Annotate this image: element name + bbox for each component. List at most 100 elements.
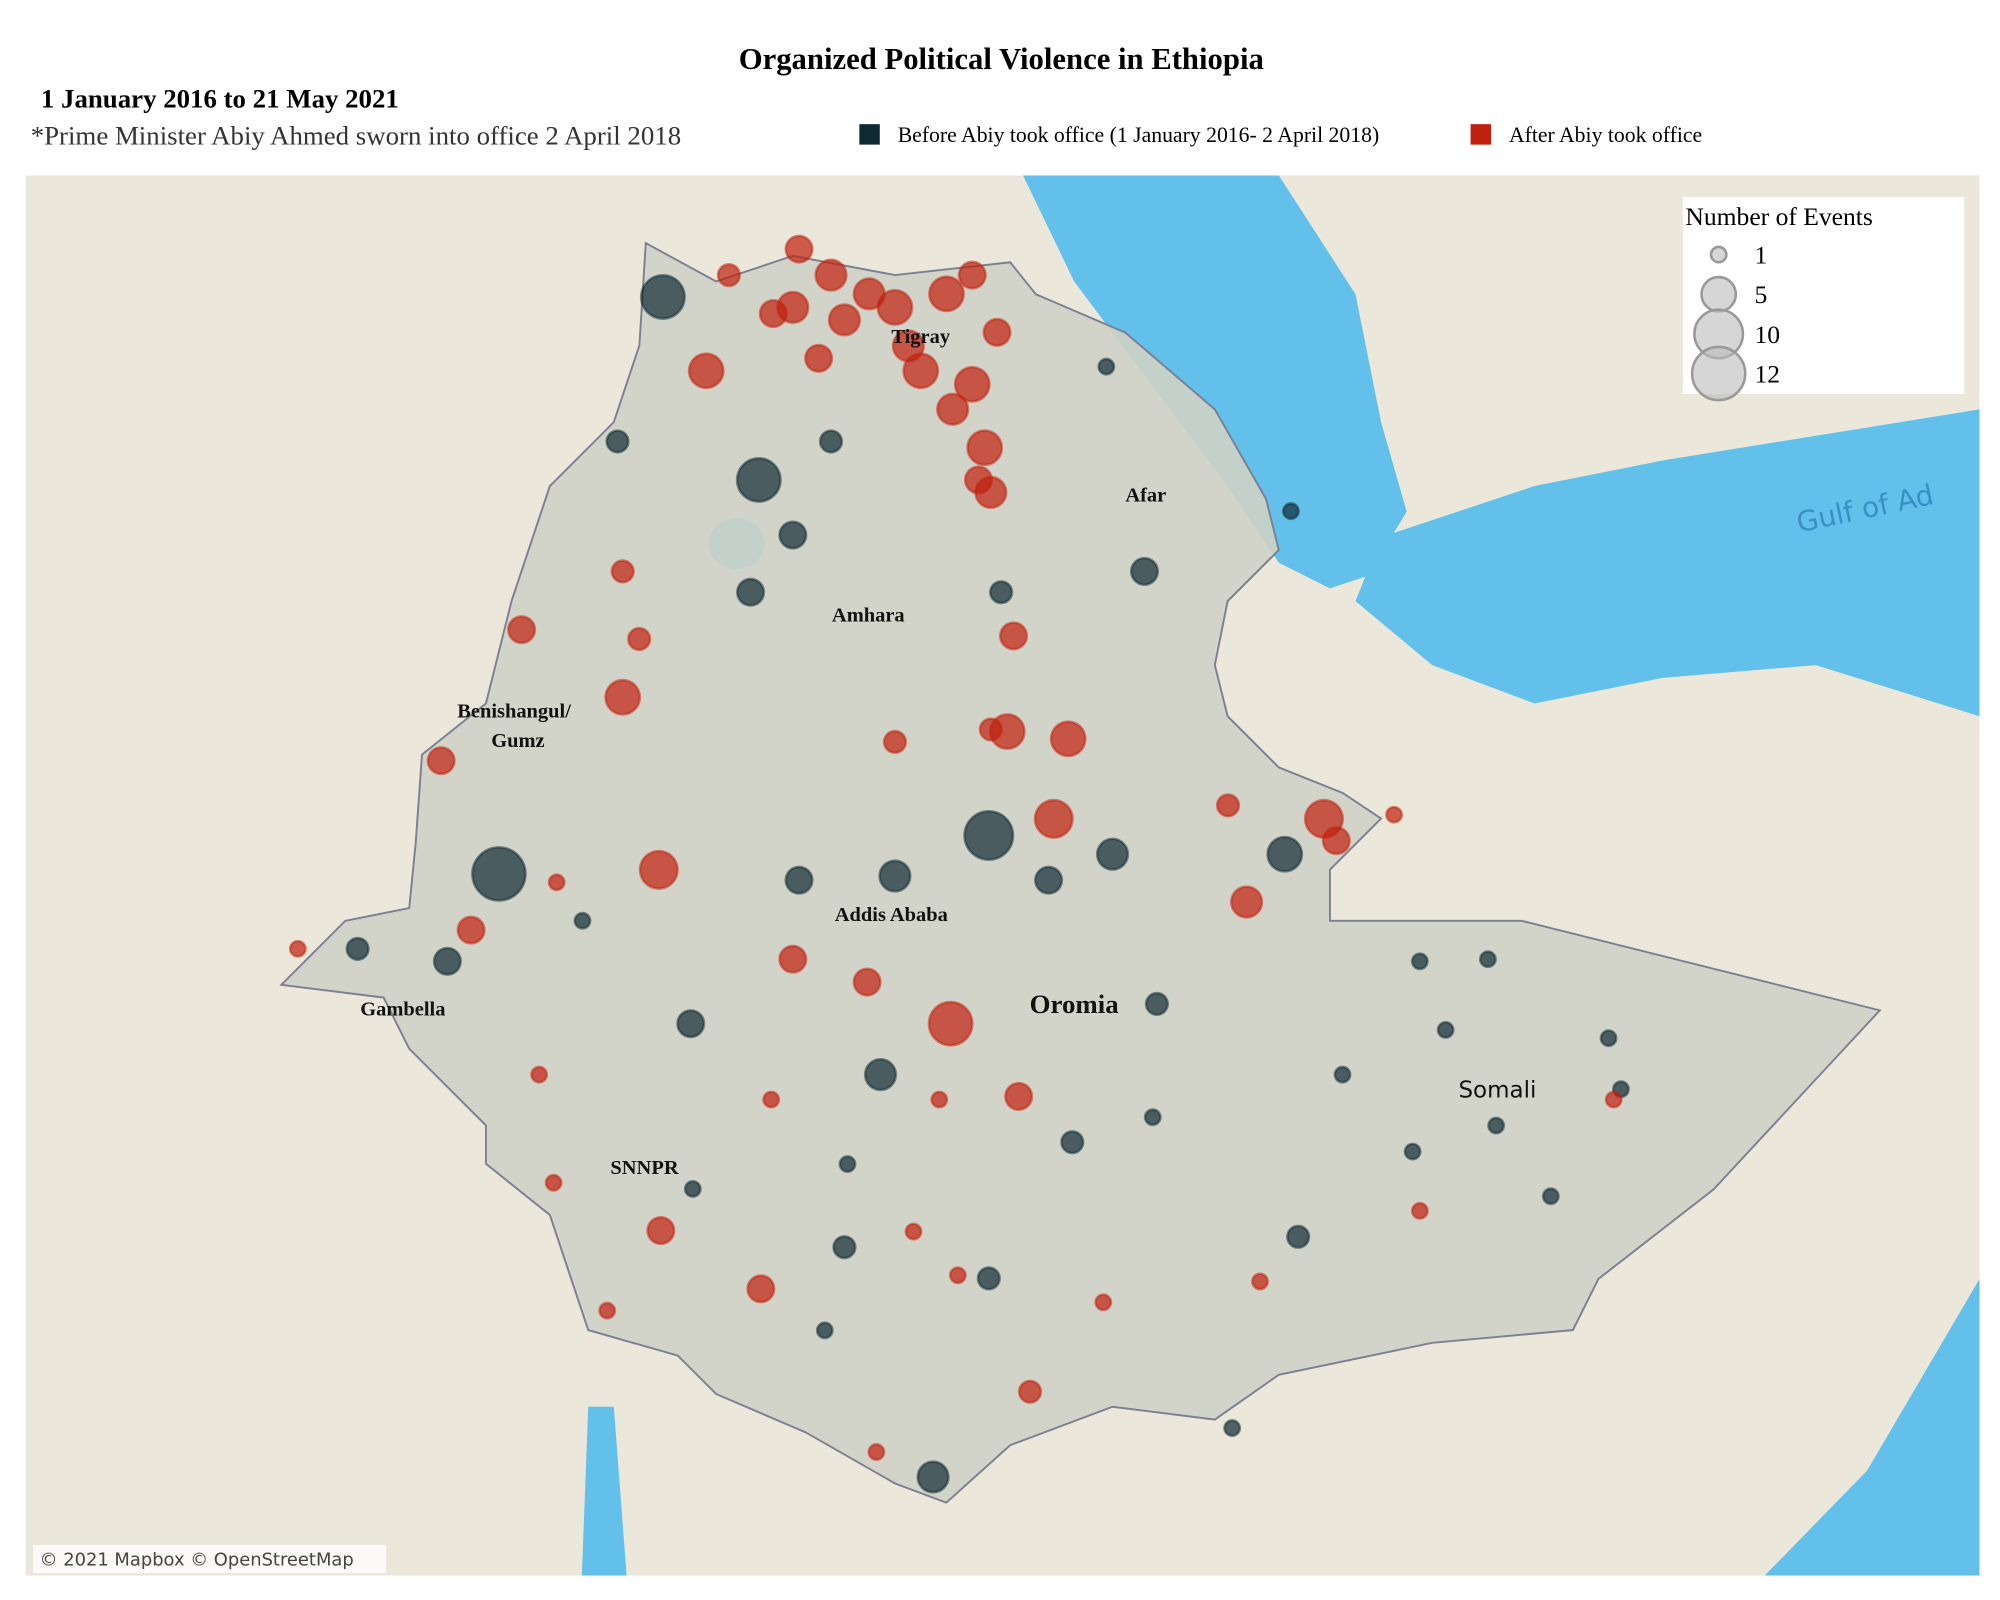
event-point: [1060, 1130, 1085, 1155]
event-point: [610, 559, 635, 584]
event-point: [867, 1443, 886, 1461]
event-point: [904, 1222, 923, 1241]
legend: Before Abiy took office (1 January 2016-…: [859, 123, 1702, 147]
event-point: [605, 429, 630, 454]
map-label: SNNPR: [610, 1157, 678, 1179]
event-point: [978, 717, 1003, 742]
map-label: Gambella: [360, 998, 445, 1020]
event-point: [1144, 991, 1170, 1017]
event-point: [604, 678, 642, 716]
period: 1 January 2016 to 21 May 2021: [41, 84, 399, 114]
event-point: [776, 290, 810, 324]
event-point: [1410, 952, 1429, 971]
event-point: [804, 343, 834, 373]
map-label: Somali: [1458, 1077, 1536, 1103]
size-label: 10: [1754, 320, 1780, 349]
event-point: [818, 429, 844, 454]
event-point: [1403, 1142, 1422, 1161]
event-point: [426, 746, 456, 776]
size-label: 12: [1754, 359, 1780, 388]
event-point: [878, 859, 912, 893]
event-point: [963, 465, 994, 495]
event-point: [639, 273, 686, 320]
event-point: [1599, 1029, 1618, 1048]
event-point: [976, 1266, 1001, 1291]
event-point: [1223, 1419, 1242, 1438]
event-point: [544, 1173, 563, 1192]
event-point: [1286, 1224, 1311, 1249]
event-point: [1478, 950, 1497, 969]
event-point: [852, 967, 882, 997]
event-point: [676, 1009, 706, 1039]
event-point: [627, 626, 652, 652]
event-point: [838, 1155, 857, 1173]
event-point: [863, 1057, 898, 1092]
map-label: Tigray: [891, 326, 950, 348]
size-label: 5: [1754, 280, 1767, 309]
event-point: [735, 456, 782, 503]
size-legend-title: Number of Events: [1685, 202, 1872, 231]
event-point: [1251, 1272, 1269, 1291]
event-point: [762, 1090, 781, 1109]
map-label: Amhara: [832, 605, 905, 627]
event-point: [1049, 720, 1087, 758]
event-point: [1143, 1108, 1162, 1127]
title: Organized Political Violence in Ethiopia: [739, 42, 1264, 76]
event-point: [683, 1180, 702, 1198]
event-point: [1004, 1081, 1034, 1112]
event-point: [778, 944, 808, 974]
event-point: [832, 1235, 857, 1260]
lake: [581, 1406, 627, 1576]
event-point: [784, 234, 814, 264]
event-point: [1095, 837, 1130, 871]
event-point: [547, 873, 566, 892]
event-point: [573, 911, 592, 930]
event-point: [1266, 835, 1304, 873]
event-point: [288, 939, 307, 958]
map: Tigray Afar Amhara Benishangul/Gumz Addis Ab…: [25, 175, 1980, 1576]
event-point: [530, 1065, 549, 1084]
size-legend: Number of Events 1 5 10 12: [1682, 197, 1965, 402]
event-point: [815, 1321, 834, 1340]
event-point: [432, 946, 462, 976]
event-point: [784, 865, 814, 895]
event-point: [930, 1090, 949, 1109]
event-point: [936, 392, 970, 426]
legend-label: Before Abiy took office (1 January 2016-…: [898, 123, 1380, 147]
event-point: [1215, 793, 1241, 818]
map-label: Afar: [1125, 484, 1166, 506]
event-point: [687, 352, 725, 390]
red-sea: [1023, 175, 1407, 589]
legend-swatch: [859, 124, 880, 145]
event-point: [989, 580, 1014, 605]
event-point: [1333, 1065, 1352, 1084]
event-point: [852, 277, 886, 311]
event-point: [827, 303, 862, 337]
event-point: [735, 577, 766, 607]
event-point: [1436, 1020, 1455, 1039]
event-point: [966, 429, 1004, 467]
ethiopia: [279, 241, 1882, 1504]
event-point: [1094, 1293, 1113, 1312]
event-point: [716, 262, 742, 288]
event-point: [957, 260, 987, 290]
event-point: [638, 849, 679, 890]
size-swatch: [1700, 275, 1738, 313]
event-point: [814, 258, 848, 292]
event-point: [1017, 1379, 1043, 1404]
event-point: [1321, 826, 1351, 856]
event-point: [1604, 1090, 1623, 1109]
event-point: [778, 520, 808, 550]
event-point: [598, 1301, 617, 1320]
event-point: [1129, 556, 1160, 586]
event-point: [1097, 357, 1116, 376]
event-point: [982, 317, 1012, 347]
map-label: Benishangul/: [457, 701, 571, 723]
event-point: [1229, 885, 1264, 919]
event-point: [1033, 798, 1074, 839]
event-point: [746, 1274, 776, 1304]
event-point: [891, 329, 925, 363]
legend-label: After Abiy took office: [1509, 123, 1702, 147]
map-label: Addis Ababa: [835, 904, 948, 926]
